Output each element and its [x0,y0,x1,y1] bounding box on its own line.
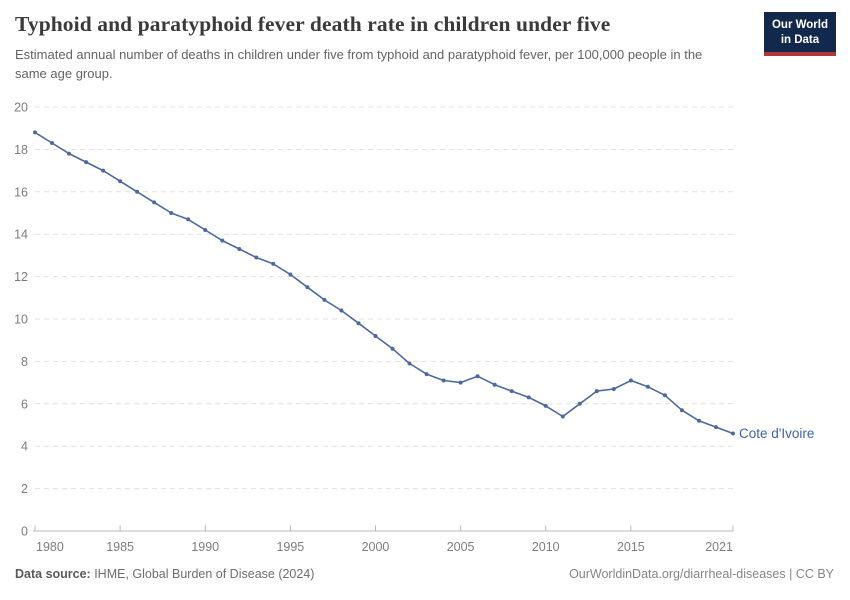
data-point-marker [492,382,497,387]
y-tick-label: 6 [21,397,28,411]
data-point-marker [594,389,599,394]
data-point-marker [560,414,565,419]
data-point-marker [577,401,582,406]
series-entity-label[interactable]: Cote d'Ivoire [739,426,814,441]
data-point-marker [271,261,276,266]
data-point-marker [697,418,701,423]
logo-line1: Our World [771,19,828,31]
chart-header: Typhoid and paratyphoid fever death rate… [15,12,836,84]
data-point-marker [475,374,480,379]
chart-footer: Data source: IHME, Global Burden of Dise… [15,567,834,581]
data-point-marker [679,408,684,413]
data-point-marker [424,372,429,377]
credit-link[interactable]: OurWorldinData.org/diarrheal-diseases | … [569,567,834,581]
chart-subtitle: Estimated annual number of deaths in chi… [15,47,703,81]
data-point-marker [628,378,633,383]
data-point-marker [288,272,293,277]
logo-line2: in Data [780,33,820,46]
data-point-marker [373,334,378,338]
data-point-marker [67,151,71,156]
x-tick-label: 1985 [106,540,134,554]
data-point-marker [237,247,242,251]
data-source-label: Data source: [15,567,91,581]
y-tick-label: 18 [14,143,28,157]
y-tick-label: 10 [14,313,28,327]
x-tick-label: 2005 [447,540,475,554]
data-point-marker [305,285,310,290]
data-point-marker [731,431,735,436]
data-point-marker [84,160,89,165]
data-point-marker [441,378,446,383]
x-tick-label: 1990 [191,540,219,554]
x-tick-label: 1995 [276,540,304,554]
data-point-marker [118,179,123,184]
y-tick-label: 4 [21,440,28,454]
y-tick-label: 0 [21,525,28,539]
data-point-marker [33,130,37,135]
x-tick-label: 2000 [362,540,390,554]
data-source: Data source: IHME, Global Burden of Dise… [15,567,314,581]
data-point-marker [220,238,225,243]
data-point-marker [322,297,327,302]
y-tick-label: 16 [14,185,28,199]
page-title: Typhoid and paratyphoid fever death rate… [15,12,611,36]
data-point-marker [526,395,531,400]
data-point-marker [714,425,718,430]
y-tick-label: 8 [21,355,28,369]
data-point-marker [390,346,395,351]
data-point-marker [186,217,191,222]
data-point-marker [50,141,54,145]
y-tick-label: 2 [21,482,28,496]
data-point-marker [254,255,259,260]
data-source-text: IHME, Global Burden of Disease (2024) [90,567,315,581]
data-point-marker [458,380,463,385]
data-point-marker [169,211,174,215]
data-point-marker [543,403,548,408]
y-tick-label: 20 [14,101,28,115]
y-tick-label: 14 [14,228,28,242]
x-tick-label: 2010 [532,540,560,554]
x-tick-label: 1980 [36,540,64,554]
data-point-marker [611,387,616,391]
data-point-marker [152,200,157,205]
data-point-marker [407,361,412,366]
x-tick-label: 2015 [617,540,645,554]
data-point-marker [203,228,208,232]
data-point-marker [135,189,140,194]
series-line [34,131,734,435]
owid-logo[interactable]: Our World in Data [763,12,836,56]
y-tick-label: 12 [14,270,28,284]
data-point-marker [339,308,344,313]
data-point-marker [101,168,106,173]
data-point-marker [509,389,514,394]
data-point-marker [662,393,667,398]
data-point-marker [356,321,361,326]
data-point-marker [645,384,650,389]
x-tick-label: 2021 [705,540,733,554]
